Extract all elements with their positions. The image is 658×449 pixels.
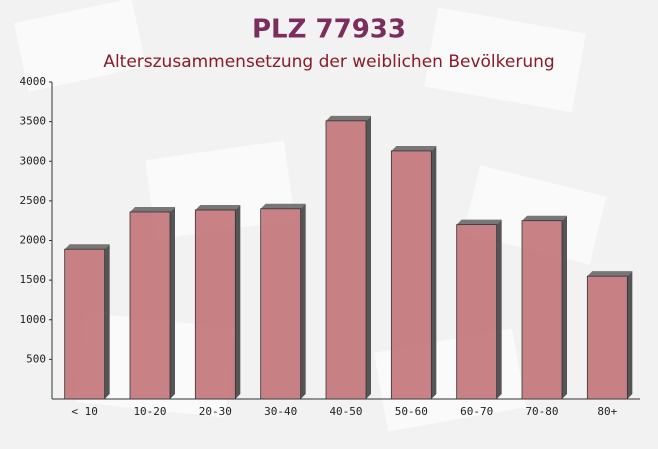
chart-title: PLZ 77933 [252,15,406,45]
bar-side [104,244,110,399]
bar-side [170,206,175,399]
x-tick-label: 40-50 [329,405,362,418]
bar-side [496,219,502,399]
bar [64,248,106,400]
bar-top [391,145,437,151]
bar [129,211,171,400]
bar [390,150,432,400]
x-tick-label: 50-60 [395,405,428,418]
y-tick-label: 1000 [20,313,47,326]
bar-top [522,215,567,221]
x-tick-label: < 10 [71,405,98,418]
bar-side [562,215,567,399]
bar-side [431,145,437,399]
bar-top [260,203,306,209]
bar-side [366,115,371,400]
bar-top [130,206,175,212]
bar [194,209,236,400]
y-tick-label: 2000 [20,234,47,247]
bar [325,120,367,400]
y-tick-label: 2500 [20,194,47,207]
bar [521,220,563,400]
x-tick-label: 10-20 [133,405,166,418]
bar-side [627,271,633,399]
bar-top [64,244,110,250]
y-tick-label: 3500 [20,115,47,128]
y-tick-label: 4000 [20,75,47,88]
chart-subtitle: Alterszusammensetzung der weiblichen Bev… [103,52,554,72]
bar-side [300,203,306,399]
bar-top [326,115,371,121]
y-tick-label: 3000 [20,154,47,167]
bar-top [456,219,502,225]
bar [586,275,628,400]
y-tick-label: 1500 [20,273,47,286]
x-tick-label: 70-80 [525,405,558,418]
bar-top [587,271,633,277]
bar-side [235,204,241,399]
y-tick-label: 500 [26,352,46,365]
x-tick-label: 60-70 [460,405,493,418]
bar-top [195,204,241,210]
bar [456,224,498,400]
bar [260,208,302,400]
x-tick-label: 80+ [597,405,617,418]
x-tick-label: 20-30 [199,405,232,418]
x-tick-label: 30-40 [264,405,297,418]
